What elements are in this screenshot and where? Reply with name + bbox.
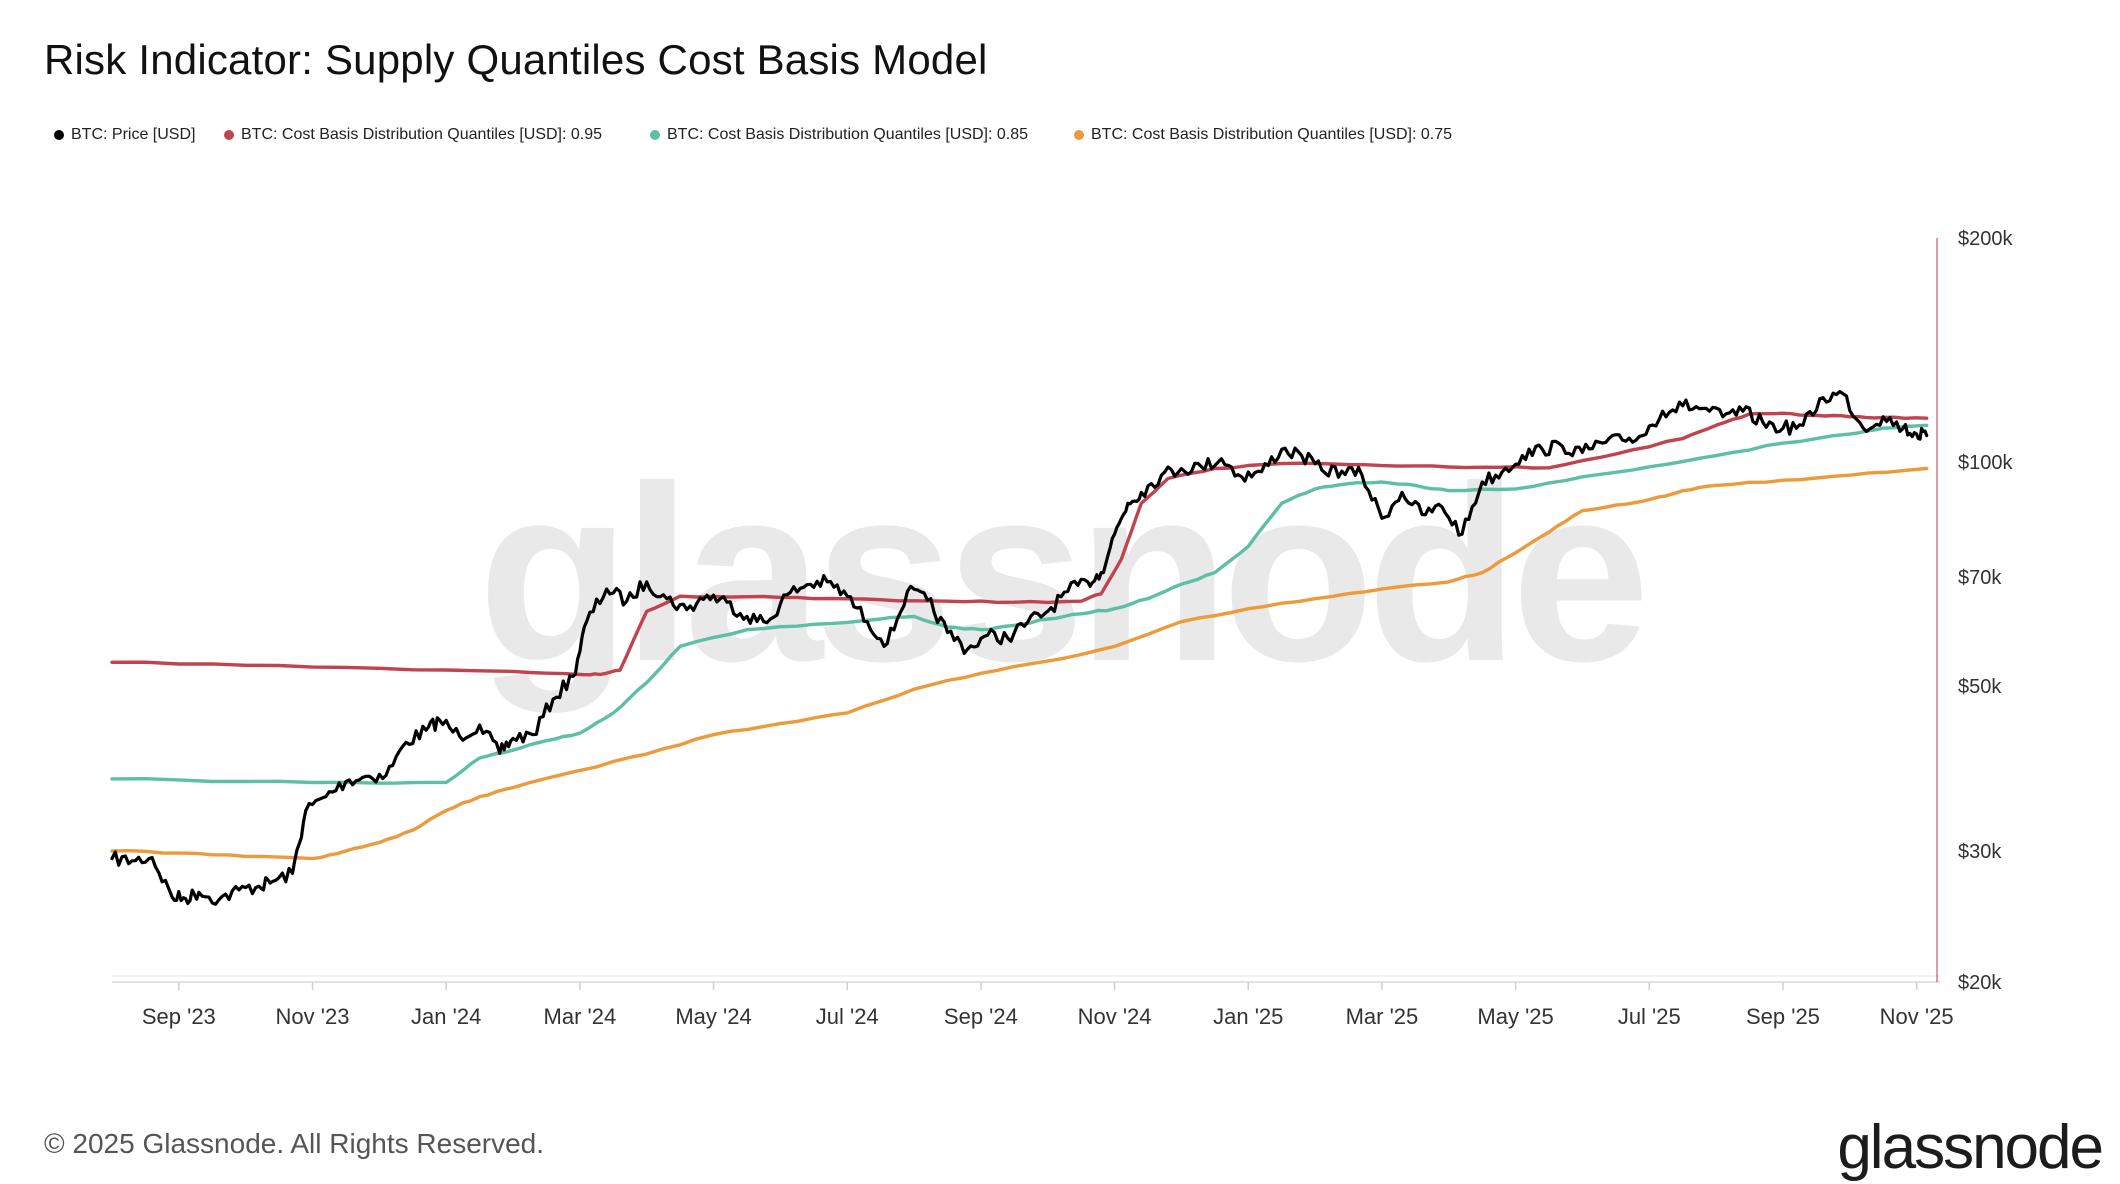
x-tick-label: Mar '25 <box>1346 1004 1419 1029</box>
x-tick-label: Sep '23 <box>142 1004 216 1029</box>
x-tick-label: Nov '25 <box>1880 1004 1954 1029</box>
q95-series-line[interactable] <box>110 411 1929 677</box>
x-tick-label: Jul '24 <box>816 1004 879 1029</box>
chart-title: Risk Indicator: Supply Quantiles Cost Ba… <box>44 36 988 83</box>
legend-dot-icon <box>54 130 64 140</box>
legend-label: BTC: Cost Basis Distribution Quantiles [… <box>1091 126 1453 143</box>
y-tick-label: $100k <box>1958 452 2013 474</box>
y-tick-label: $70k <box>1958 567 2002 589</box>
x-tick-label: Mar '24 <box>544 1004 617 1029</box>
x-tick-label: Nov '23 <box>276 1004 350 1029</box>
legend-label: BTC: Cost Basis Distribution Quantiles [… <box>667 126 1029 143</box>
x-tick-label: May '24 <box>675 1004 751 1029</box>
legend-item-price[interactable]: BTC: Price [USD] <box>54 126 195 144</box>
x-tick-label: Nov '24 <box>1078 1004 1152 1029</box>
x-tick-label: Jan '25 <box>1213 1004 1283 1029</box>
copyright-footer: © 2025 Glassnode. All Rights Reserved. <box>44 1128 545 1159</box>
q85-series-line[interactable] <box>110 423 1929 785</box>
x-tick-label: Sep '24 <box>944 1004 1018 1029</box>
legend-dot-icon <box>1074 130 1084 140</box>
x-tick-label: Jan '24 <box>411 1004 481 1029</box>
legend-dot-icon <box>224 130 234 140</box>
x-tick-label: Sep '25 <box>1746 1004 1820 1029</box>
y-tick-label: $50k <box>1958 676 2002 698</box>
legend-label: BTC: Price [USD] <box>71 126 196 143</box>
legend-label: BTC: Cost Basis Distribution Quantiles [… <box>241 126 603 143</box>
price-series-line[interactable] <box>110 390 1929 906</box>
legend-item-q95[interactable]: BTC: Cost Basis Distribution Quantiles [… <box>224 126 602 144</box>
x-tick-label: May '25 <box>1477 1004 1553 1029</box>
legend-item-q75[interactable]: BTC: Cost Basis Distribution Quantiles [… <box>1074 126 1452 144</box>
legend-dot-icon <box>650 130 660 140</box>
x-tick-label: Jul '25 <box>1618 1004 1681 1029</box>
y-tick-label: $200k <box>1958 228 2013 250</box>
glassnode-logo: glassnode <box>1837 1113 2104 1182</box>
legend-item-q85[interactable]: BTC: Cost Basis Distribution Quantiles [… <box>650 126 1028 144</box>
y-tick-label: $30k <box>1958 841 2002 863</box>
q75-series-line[interactable] <box>110 466 1929 861</box>
y-tick-label: $20k <box>1958 972 2002 994</box>
watermark: glassnode <box>478 434 1642 713</box>
